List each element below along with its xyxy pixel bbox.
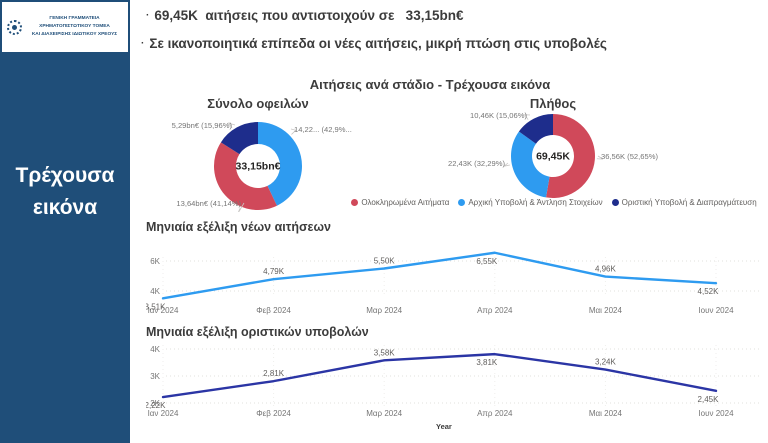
header-bullet-2: · Σε ικανοποιητικά επίπεδα οι νέες αιτήσε… bbox=[141, 36, 607, 51]
y-tick-label: 2K bbox=[150, 399, 160, 408]
donut-panel-total-debts: Σύνολο οφειλών 14,22... (42,9%... 13,64bn… bbox=[148, 96, 422, 217]
donut-slice-label: 13,64bn€ (41,14%) bbox=[176, 199, 241, 208]
x-axis-title-year: Year bbox=[436, 422, 452, 431]
label-connector-line bbox=[596, 155, 604, 160]
chart-legend: Ολοκληρωμένα Αιτήματα Αρχική Υποβολή & Ά… bbox=[340, 198, 768, 207]
donut-slice[interactable] bbox=[546, 114, 595, 198]
donut-title-total-debts: Σύνολο οφειλών bbox=[207, 96, 309, 111]
donut-slice[interactable] bbox=[220, 122, 258, 155]
data-line[interactable] bbox=[161, 251, 718, 300]
label-connector-line bbox=[227, 122, 236, 129]
x-tick-label: Μαρ 2024 bbox=[366, 409, 402, 418]
x-tick-label: Ιουν 2024 bbox=[698, 306, 734, 315]
data-point-label: 3,58K bbox=[374, 348, 396, 357]
data-point-label: 4,52K bbox=[698, 287, 720, 296]
donut-panel-count: Πλήθος 36,56K (52,65%) 22,43K (32,29%) 10,… bbox=[430, 96, 710, 213]
data-point-label: 3,51K bbox=[146, 302, 166, 311]
data-point-label: 6,55K bbox=[476, 257, 498, 266]
x-tick-label: Ιουν 2024 bbox=[698, 409, 734, 418]
legend-item-final-submission[interactable]: Οριστική Υποβολή & Διαπραγμάτευση bbox=[611, 198, 757, 207]
x-tick-label: Φεβ 2024 bbox=[256, 409, 291, 418]
line-chart-panel-final-submissions: Μηνιαία εξέλιξη οριστικών υποβολών 2K 3K 4… bbox=[145, 325, 768, 427]
donut-center-value: 33,15bn€ bbox=[236, 161, 281, 173]
x-tick-label: Απρ 2024 bbox=[477, 409, 513, 418]
y-tick-label: 4K bbox=[150, 287, 160, 296]
x-tick-label: Απρ 2024 bbox=[477, 306, 513, 315]
donut-slice-label: 22,43K (32,29%) bbox=[448, 159, 505, 168]
sidebar-item-current-picture[interactable]: Τρέχουσα εικόνα bbox=[15, 164, 115, 219]
y-tick-label: 4K bbox=[150, 345, 160, 354]
legend-item-initial-submission[interactable]: Αρχική Υποβολή & Άντληση Στοιχείων bbox=[458, 198, 603, 207]
x-tick-label: Μαι 2024 bbox=[589, 409, 623, 418]
data-point-label: 5,50K bbox=[374, 257, 396, 266]
x-tick-label: Φεβ 2024 bbox=[256, 306, 291, 315]
donut-slice[interactable] bbox=[518, 114, 553, 144]
donut-center-value: 69,45K bbox=[536, 151, 570, 163]
donut-chart-total-debts[interactable]: 14,22... (42,9%... 13,64bn€ (41,14%) 5,29b… bbox=[148, 112, 422, 217]
data-point-label: 2,45K bbox=[698, 395, 720, 404]
label-connector-line bbox=[290, 128, 297, 135]
data-point-label: 3,24K bbox=[595, 358, 617, 367]
logo-box: ΓΕΝΙΚΗ ΓΡΑΜΜΑΤΕΙΑ ΧΡΗΜΑΤΟΠΙΣΤΩΤΙΚΟΥ ΤΟΜΕ… bbox=[0, 0, 130, 54]
donut-title-count: Πλήθος bbox=[529, 96, 577, 111]
donut-slice[interactable] bbox=[511, 131, 550, 198]
legend-label-final-submission: Οριστική Υποβολή & Διαπραγμάτευση bbox=[621, 198, 757, 207]
data-point-label: 4,96K bbox=[595, 265, 617, 274]
donut-slice[interactable] bbox=[258, 122, 302, 206]
data-point-label: 2,81K bbox=[263, 369, 285, 378]
donut-slice-label: 10,46K (15,06%) bbox=[470, 112, 527, 120]
line-chart-final-submissions[interactable]: 2K 3K 4K 2,22K Ιαν 2024 2,81K Φεβ 2024 3,58K Μαρ… bbox=[145, 342, 768, 427]
data-point-label: 3,81K bbox=[476, 358, 498, 367]
logo-text-line2: ΚΑΙ ΔΙΑΧΕΙΡΙΣΗΣ ΙΔΙΩΤΙΚΟΥ ΧΡΕΟΥΣ bbox=[31, 31, 118, 37]
label-connector-line bbox=[523, 114, 531, 120]
x-tick-label: Ιαν 2024 bbox=[148, 409, 179, 418]
line-chart-title-final-submissions: Μηνιαία εξέλιξη οριστικών υποβολών bbox=[146, 325, 369, 339]
logo-text-line1: ΓΕΝΙΚΗ ΓΡΑΜΜΑΤΕΙΑ ΧΡΗΜΑΤΟΠΙΣΤΩΤΙΚΟΥ ΤΟΜΕ… bbox=[39, 16, 110, 30]
pie-chart-svg: 14,22... (42,9%... 13,64bn€ (41,14%) 5,29b… bbox=[172, 121, 352, 215]
donut-slice-label: 14,22... (42,9%... bbox=[294, 125, 352, 134]
line-chart-panel-new-applications: Μηνιαία εξέλιξη νέων αιτήσεων 4K 6K 3,51K Ι… bbox=[145, 220, 768, 324]
header-bullet-2-text: Σε ικανοποιητικά επίπεδα οι νέες αιτήσει… bbox=[149, 36, 607, 51]
bullet-icon: · bbox=[141, 38, 145, 49]
line-chart-title-new-applications: Μηνιαία εξέλιξη νέων αιτήσεων bbox=[146, 220, 331, 234]
donut-slice-label: 36,56K (52,65%) bbox=[601, 152, 658, 161]
pie-chart-svg: 36,56K (52,65%) 22,43K (32,29%) 10,46K (15… bbox=[448, 111, 658, 198]
header-bullet-1: · 69,45K αιτήσεις που αντιστοιχούν σε 33,… bbox=[146, 8, 463, 23]
data-line[interactable] bbox=[161, 352, 718, 399]
legend-dot-initial-submission-icon bbox=[458, 199, 466, 206]
label-connector-line bbox=[503, 162, 511, 167]
data-point-label: 4,79K bbox=[263, 267, 285, 276]
logo-text: ΓΕΝΙΚΗ ΓΡΑΜΜΑΤΕΙΑ ΧΡΗΜΑΤΟΠΙΣΤΩΤΙΚΟΥ ΤΟΜΕ… bbox=[26, 15, 123, 38]
gov-emblem-icon bbox=[7, 19, 22, 35]
donut-slice[interactable] bbox=[214, 142, 277, 211]
y-tick-label: 6K bbox=[150, 257, 160, 266]
legend-dot-final-submission-icon bbox=[611, 199, 619, 206]
y-tick-label: 3K bbox=[150, 372, 160, 381]
x-tick-label: Ιαν 2024 bbox=[148, 306, 179, 315]
donut-chart-count[interactable]: 36,56K (52,65%) 22,43K (32,29%) 10,46K (15… bbox=[430, 111, 710, 213]
header-bullet-1-text: 69,45K αιτήσεις που αντιστοιχούν σε 33,1… bbox=[154, 8, 464, 23]
line-chart-new-applications[interactable]: 4K 6K 3,51K Ιαν 2024 4,79K Φεβ 2024 5,50K Μαρ 2… bbox=[145, 237, 768, 324]
legend-dot-completed-icon bbox=[351, 199, 359, 206]
donut-slice-label: 5,29bn€ (15,96%) bbox=[172, 121, 233, 130]
sidebar: Τρέχουσα εικόνα bbox=[0, 54, 130, 443]
data-point-label: 2,22K bbox=[146, 401, 166, 410]
bullet-icon: · bbox=[146, 10, 150, 21]
legend-label-completed: Ολοκληρωμένα Αιτήματα bbox=[361, 198, 450, 207]
section-title: Αιτήσεις ανά στάδιο - Τρέχουσα εικόνα bbox=[309, 77, 551, 92]
x-tick-label: Μαρ 2024 bbox=[366, 306, 402, 315]
x-tick-label: Μαι 2024 bbox=[589, 306, 623, 315]
legend-item-completed[interactable]: Ολοκληρωμένα Αιτήματα bbox=[351, 198, 449, 207]
legend-label-initial-submission: Αρχική Υποβολή & Άντληση Στοιχείων bbox=[468, 198, 603, 207]
